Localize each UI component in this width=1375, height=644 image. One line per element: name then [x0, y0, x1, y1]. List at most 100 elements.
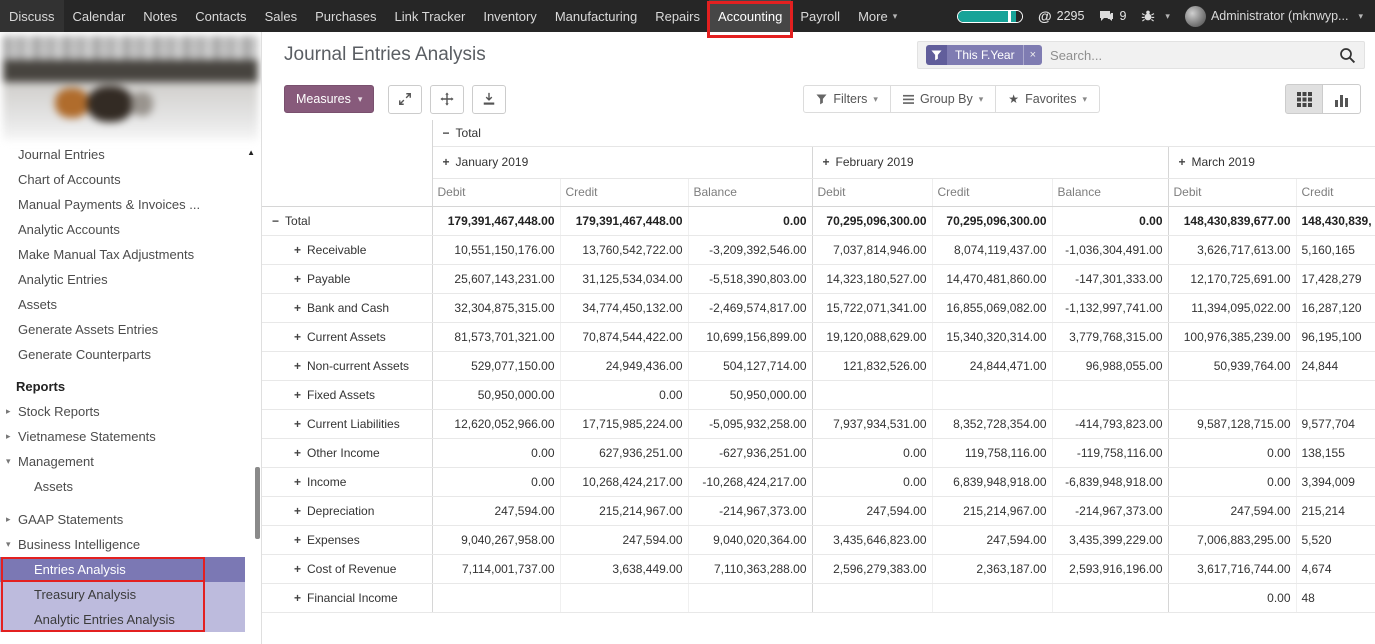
sidebar-item-management[interactable]: ▾Management: [0, 449, 261, 474]
debug-menu-button[interactable]: ▾: [1141, 9, 1170, 23]
row-header-depreciation[interactable]: +Depreciation: [262, 496, 432, 525]
graph-view-button[interactable]: [1323, 84, 1361, 114]
sidebar-item-manual-payments-invoices[interactable]: Manual Payments & Invoices ...: [0, 192, 261, 217]
sidebar-item-chart-of-accounts[interactable]: Chart of Accounts: [0, 167, 261, 192]
pivot-measure-march-2019-credit[interactable]: Credit: [1296, 178, 1375, 206]
list-icon: [903, 94, 914, 105]
expand-icon: +: [294, 562, 301, 576]
label: Fixed Assets: [307, 388, 375, 402]
logo-blotch: [87, 86, 133, 122]
search-bar[interactable]: This F.Year ×: [917, 41, 1365, 69]
activity-icon: @: [1038, 8, 1052, 24]
filters-button[interactable]: Filters ▾: [803, 85, 891, 113]
sidebar-item-gaap-statements[interactable]: ▸GAAP Statements: [0, 507, 261, 532]
remove-facet-button[interactable]: ×: [1023, 45, 1042, 65]
sidebar-annotated-group: Entries AnalysisTreasury AnalysisAnalyti…: [0, 557, 261, 632]
sidebar-item-entries-analysis[interactable]: Entries Analysis: [0, 557, 245, 582]
nav-item-more[interactable]: More▾: [849, 0, 906, 32]
sidebar-item-treasury-analysis[interactable]: Treasury Analysis: [0, 582, 245, 607]
pivot-cell: 0.00: [812, 467, 932, 496]
pivot-row-current-assets: +Current Assets81,573,701,321.0070,874,5…: [262, 322, 1375, 351]
nav-item-inventory[interactable]: Inventory: [474, 0, 545, 32]
sidebar-item-assets[interactable]: Assets: [0, 292, 261, 317]
nav-item-repairs[interactable]: Repairs: [646, 0, 709, 32]
sidebar-item-label: Manual Payments & Invoices ...: [18, 197, 200, 212]
pivot-view-button[interactable]: [1285, 84, 1323, 114]
pivot-measure-february-2019-balance[interactable]: Balance: [1052, 178, 1168, 206]
nav-item-link-tracker[interactable]: Link Tracker: [386, 0, 475, 32]
row-header-total[interactable]: −Total: [262, 206, 432, 235]
messages-menu-button[interactable]: 9: [1099, 9, 1126, 23]
activity-menu-button[interactable]: @ 2295: [1038, 8, 1084, 24]
nav-item-payroll[interactable]: Payroll: [791, 0, 849, 32]
group-by-button[interactable]: Group By ▾: [891, 85, 996, 113]
user-menu-button[interactable]: Administrator (mknwyp... ▾: [1185, 6, 1363, 27]
row-header-financial-income[interactable]: +Financial Income: [262, 583, 432, 612]
sidebar-item-stock-reports[interactable]: ▸Stock Reports: [0, 399, 261, 424]
flip-axis-button[interactable]: [430, 85, 464, 114]
row-header-income[interactable]: +Income: [262, 467, 432, 496]
nav-item-purchases[interactable]: Purchases: [306, 0, 385, 32]
pivot-cell: 3,779,768,315.00: [1052, 322, 1168, 351]
caret-down-icon: ▾: [1358, 11, 1363, 22]
pivot-group-march-2019[interactable]: +March 2019: [1168, 146, 1375, 178]
pivot-measure-january-2019-balance[interactable]: Balance: [688, 178, 812, 206]
caret-down-icon: ▾: [6, 539, 18, 550]
pivot-measure-january-2019-debit[interactable]: Debit: [432, 178, 560, 206]
pivot-measure-february-2019-credit[interactable]: Credit: [932, 178, 1052, 206]
sidebar-item-business-intelligence[interactable]: ▾Business Intelligence: [0, 532, 261, 557]
row-header-receivable[interactable]: +Receivable: [262, 235, 432, 264]
download-button[interactable]: [472, 85, 506, 114]
search-input[interactable]: [1050, 48, 1331, 63]
pivot-cell: [932, 583, 1052, 612]
row-header-other-income[interactable]: +Other Income: [262, 438, 432, 467]
pivot-measure-march-2019-debit[interactable]: Debit: [1168, 178, 1296, 206]
row-header-fixed-assets[interactable]: +Fixed Assets: [262, 380, 432, 409]
nav-item-discuss[interactable]: Discuss: [0, 0, 64, 32]
sidebar-item-generate-counterparts[interactable]: Generate Counterparts: [0, 342, 261, 367]
pivot-cell: 0.00: [1168, 467, 1296, 496]
favorites-button[interactable]: ★ Favorites ▾: [996, 85, 1100, 113]
search-icon[interactable]: [1339, 47, 1356, 64]
pivot-cell: 81,573,701,321.00: [432, 322, 560, 351]
label: Expenses: [307, 533, 360, 547]
top-nav: DiscussCalendarNotesContactsSalesPurchas…: [0, 0, 1375, 32]
row-header-bank-and-cash[interactable]: +Bank and Cash: [262, 293, 432, 322]
sidebar-item-journal-entries[interactable]: Journal Entries: [0, 142, 261, 167]
row-header-current-liabilities[interactable]: +Current Liabilities: [262, 409, 432, 438]
sidebar-scrollbar[interactable]: [255, 467, 260, 539]
sidebar-item-generate-assets-entries[interactable]: Generate Assets Entries: [0, 317, 261, 342]
row-header-non-current-assets[interactable]: +Non-current Assets: [262, 351, 432, 380]
row-header-payable[interactable]: +Payable: [262, 264, 432, 293]
pivot-group-january-2019[interactable]: +January 2019: [432, 146, 812, 178]
scroll-up-icon[interactable]: ▲: [247, 148, 255, 157]
pivot-cell: 0.00: [432, 438, 560, 467]
pivot-measure-january-2019-credit[interactable]: Credit: [560, 178, 688, 206]
group-by-label: Group By: [920, 92, 973, 106]
sidebar-item-analytic-accounts[interactable]: Analytic Accounts: [0, 217, 261, 242]
row-header-expenses[interactable]: +Expenses: [262, 525, 432, 554]
nav-item-calendar[interactable]: Calendar: [64, 0, 135, 32]
expand-all-button[interactable]: [388, 85, 422, 114]
nav-item-manufacturing[interactable]: Manufacturing: [546, 0, 646, 32]
sidebar-item-analytic-entries-analysis[interactable]: Analytic Entries Analysis: [0, 607, 245, 632]
nav-item-accounting[interactable]: Accounting: [709, 0, 791, 32]
sidebar-item-assets[interactable]: Assets: [0, 474, 261, 499]
nav-item-sales[interactable]: Sales: [256, 0, 307, 32]
nav-item-contacts[interactable]: Contacts: [186, 0, 255, 32]
sidebar-item-vietnamese-statements[interactable]: ▸Vietnamese Statements: [0, 424, 261, 449]
nav-item-notes[interactable]: Notes: [134, 0, 186, 32]
pivot-cell: 9,587,128,715.00: [1168, 409, 1296, 438]
pivot-column-total-header[interactable]: −Total: [432, 120, 1375, 146]
pivot-cell: -147,301,333.00: [1052, 264, 1168, 293]
row-header-cost-of-revenue[interactable]: +Cost of Revenue: [262, 554, 432, 583]
subscription-progress-bar[interactable]: [957, 10, 1023, 23]
pivot-measure-february-2019-debit[interactable]: Debit: [812, 178, 932, 206]
sidebar-item-make-manual-tax-adjustments[interactable]: Make Manual Tax Adjustments: [0, 242, 261, 267]
row-header-current-assets[interactable]: +Current Assets: [262, 322, 432, 351]
pivot-group-february-2019[interactable]: +February 2019: [812, 146, 1168, 178]
measures-button[interactable]: Measures ▾: [284, 85, 374, 113]
sidebar-item-analytic-entries[interactable]: Analytic Entries: [0, 267, 261, 292]
message-count: 9: [1119, 9, 1126, 23]
filter-facet-icon: [926, 45, 947, 65]
